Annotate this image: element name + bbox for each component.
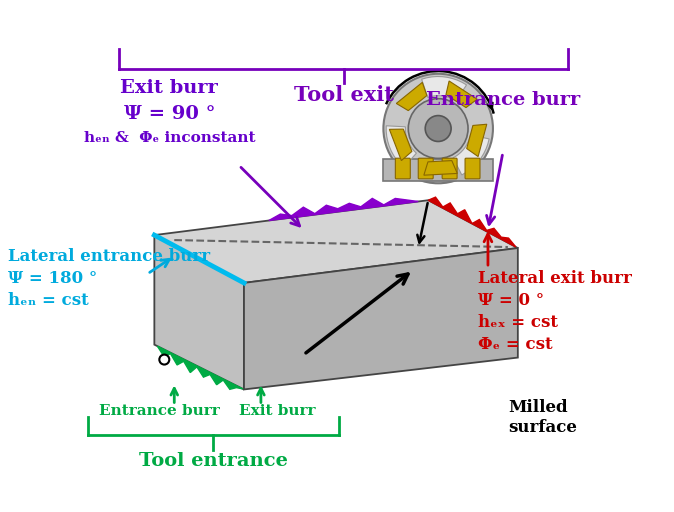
Text: hₑₙ &  Φₑ inconstant: hₑₙ & Φₑ inconstant: [84, 131, 255, 144]
Text: Exit burr: Exit burr: [121, 79, 218, 97]
Polygon shape: [424, 161, 457, 175]
Text: Entrance burr: Entrance burr: [426, 91, 580, 109]
Circle shape: [159, 355, 169, 365]
Text: Φₑ = cst: Φₑ = cst: [478, 336, 553, 353]
Polygon shape: [386, 126, 417, 167]
Polygon shape: [384, 159, 493, 181]
Polygon shape: [396, 82, 427, 111]
Text: Ψ = 0 °: Ψ = 0 °: [478, 292, 544, 309]
Circle shape: [425, 116, 451, 141]
Polygon shape: [154, 200, 518, 283]
Text: Lateral entrance burr: Lateral entrance burr: [8, 248, 210, 265]
Text: hₑₙ = cst: hₑₙ = cst: [8, 292, 89, 309]
Text: Ψ = 90 °: Ψ = 90 °: [123, 104, 215, 123]
Text: Ψ = 180 °: Ψ = 180 °: [8, 270, 97, 287]
Circle shape: [384, 74, 493, 183]
FancyBboxPatch shape: [396, 158, 410, 179]
FancyBboxPatch shape: [465, 158, 480, 179]
Polygon shape: [422, 76, 466, 101]
Polygon shape: [157, 346, 243, 389]
Text: Lateral exit burr: Lateral exit burr: [478, 270, 632, 287]
Polygon shape: [244, 248, 518, 390]
Polygon shape: [466, 124, 487, 157]
Polygon shape: [390, 129, 412, 161]
Polygon shape: [446, 81, 477, 108]
Text: Entrance burr: Entrance burr: [99, 404, 220, 418]
Circle shape: [408, 99, 468, 158]
FancyBboxPatch shape: [442, 158, 457, 179]
Text: Milled
surface: Milled surface: [508, 399, 577, 436]
Text: Tool entrance: Tool entrance: [139, 452, 288, 470]
Polygon shape: [269, 198, 419, 221]
Polygon shape: [453, 135, 489, 175]
FancyBboxPatch shape: [419, 158, 433, 179]
Text: Tool exit: Tool exit: [294, 84, 394, 105]
Text: hₑₓ = cst: hₑₓ = cst: [478, 314, 558, 331]
Text: Exit burr: Exit burr: [239, 404, 315, 418]
Polygon shape: [428, 197, 516, 247]
Polygon shape: [154, 235, 244, 390]
